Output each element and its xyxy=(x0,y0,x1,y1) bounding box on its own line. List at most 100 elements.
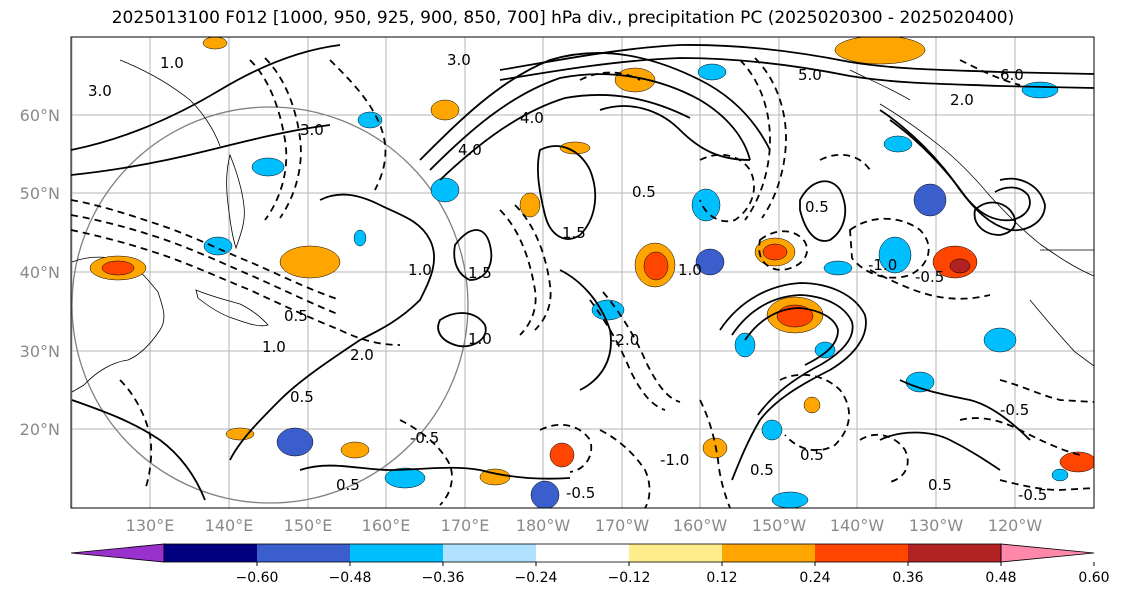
blob-blue xyxy=(431,178,459,202)
blob-blue xyxy=(884,136,912,152)
contour-label: 1.0 xyxy=(678,261,702,279)
blob-blue xyxy=(698,64,726,80)
colorbar-segment xyxy=(164,544,258,562)
contour-label: 0.5 xyxy=(632,183,656,201)
blob-red xyxy=(102,261,134,275)
blob-blue xyxy=(735,333,755,357)
blob-red xyxy=(763,244,787,260)
blob-red xyxy=(550,443,574,467)
colorbar-tick-label: −0.60 xyxy=(236,570,279,586)
contour-label: 1.5 xyxy=(562,224,586,242)
blob-darkred xyxy=(950,259,970,273)
colorbar-segment xyxy=(722,544,816,562)
colorbar-tick-label: 0.24 xyxy=(799,570,830,586)
contour-label: -0.5 xyxy=(410,429,439,447)
latitude-labels: 60°N 50°N 40°N 30°N 20°N xyxy=(20,106,60,439)
contour-label: -1.0 xyxy=(868,256,897,274)
contour-label: 6.0 xyxy=(1000,66,1024,84)
blob-orange xyxy=(280,246,340,278)
contour-label: -1.0 xyxy=(660,451,689,469)
blob-blue xyxy=(1052,469,1068,481)
contour-label: 0.5 xyxy=(284,307,308,325)
lon-label: 160°E xyxy=(362,516,411,535)
colorbar-tick-label: 0.48 xyxy=(985,570,1016,586)
contour-label: -0.5 xyxy=(566,484,595,502)
lon-label: 170°E xyxy=(441,516,490,535)
colorbar-tick-label: −0.48 xyxy=(329,570,372,586)
colorbar-tick-label: 0.36 xyxy=(892,570,923,586)
colorbar-segment xyxy=(629,544,723,562)
colorbar-extend-low xyxy=(71,544,164,562)
contour-label: -0.5 xyxy=(1000,401,1029,419)
contour-label: 1.0 xyxy=(262,338,286,356)
blob-blue xyxy=(762,420,782,440)
longitude-labels: 130°E 140°E 150°E 160°E 170°E 180°W 170°… xyxy=(126,516,1043,535)
contour-label: 0.5 xyxy=(290,388,314,406)
colorbar-tick-label: −0.12 xyxy=(608,570,651,586)
contour-label: 1.0 xyxy=(408,261,432,279)
contour-label: 3.0 xyxy=(88,82,112,100)
lon-label: 140°E xyxy=(205,516,254,535)
blob-blue xyxy=(906,372,934,392)
contour-label: -0.5 xyxy=(915,268,944,286)
contour-label: 0.5 xyxy=(800,446,824,464)
blob-red xyxy=(644,252,668,280)
blob-blue xyxy=(1022,82,1058,98)
contour-label: 0.5 xyxy=(928,476,952,494)
lon-label: 140°W xyxy=(830,516,885,535)
lon-label: 150°E xyxy=(284,516,333,535)
blob-orange xyxy=(341,442,369,458)
colorbar-segment xyxy=(908,544,1002,562)
blob-orange xyxy=(203,37,227,49)
contour-label: -0.5 xyxy=(1018,486,1047,504)
contour-label: 4.0 xyxy=(520,109,544,127)
blob-blue xyxy=(772,492,808,508)
blob-blue xyxy=(385,468,425,488)
colorbar-extend-high xyxy=(1001,544,1094,562)
blob-orange xyxy=(703,438,727,458)
colorbar-segment xyxy=(257,544,351,562)
contour-label: 1.0 xyxy=(160,54,184,72)
contour-label: 1.0 xyxy=(468,330,492,348)
contour-label: 0.5 xyxy=(336,476,360,494)
blob-blue xyxy=(692,189,720,221)
blob-darkblue xyxy=(914,184,946,216)
colorbar: −0.60 −0.48 −0.36 −0.24 −0.12 0.12 0.24 0.36 0.4… xyxy=(71,544,1110,586)
blob-orange xyxy=(804,397,820,413)
lon-label: 130°E xyxy=(126,516,175,535)
lon-label: 120°W xyxy=(988,516,1043,535)
lon-label: 160°W xyxy=(673,516,728,535)
blob-blue xyxy=(204,237,232,255)
lon-label: 170°W xyxy=(595,516,650,535)
colorbar-tick-label: −0.36 xyxy=(422,570,465,586)
blob-blue xyxy=(354,230,366,246)
lat-label: 60°N xyxy=(20,106,60,125)
colorbar-segment xyxy=(815,544,909,562)
lon-label: 180°W xyxy=(516,516,571,535)
lat-label: 20°N xyxy=(20,420,60,439)
colorbar-segment xyxy=(350,544,444,562)
colorbar-segment xyxy=(443,544,537,562)
contour-label: 2.0 xyxy=(950,91,974,109)
contour-label: 1.5 xyxy=(468,264,492,282)
blob-darkblue xyxy=(277,428,313,456)
blob-orange xyxy=(431,100,459,120)
contour-label: 5.0 xyxy=(798,66,822,84)
blob-blue xyxy=(815,342,835,358)
blob-blue xyxy=(824,261,852,275)
contour-label: 0.5 xyxy=(805,198,829,216)
lon-label: 130°W xyxy=(909,516,964,535)
blob-orange xyxy=(520,193,540,217)
contour-label: 2.0 xyxy=(350,346,374,364)
blob-orange xyxy=(835,36,925,64)
colorbar-tick-label: 0.12 xyxy=(706,570,737,586)
blob-darkblue xyxy=(531,481,559,509)
lat-label: 30°N xyxy=(20,342,60,361)
colorbar-tick-label: −0.24 xyxy=(515,570,558,586)
lat-label: 50°N xyxy=(20,184,60,203)
contour-label: 4.0 xyxy=(458,141,482,159)
blob-blue xyxy=(984,328,1016,352)
contour-label: -2.0 xyxy=(610,331,639,349)
lat-label: 40°N xyxy=(20,263,60,282)
